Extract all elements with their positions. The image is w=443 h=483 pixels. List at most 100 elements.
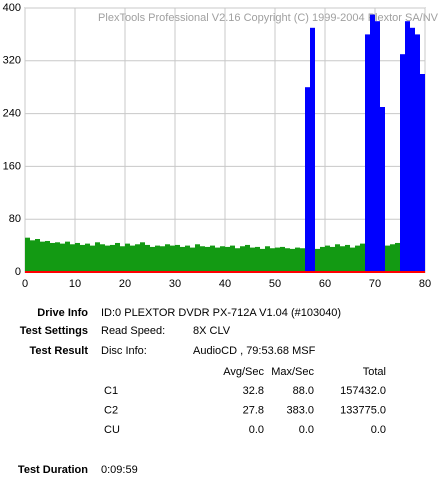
bar (275, 247, 280, 272)
label: Test Duration (18, 464, 88, 476)
bar (300, 248, 305, 272)
bar (375, 21, 380, 273)
row-label: CU (104, 424, 120, 436)
bar (390, 244, 395, 272)
y-tick-label: 320 (3, 55, 21, 67)
bar (400, 54, 405, 273)
value: AudioCD , 79:53.68 MSF (193, 345, 316, 357)
table-cell: 0.0 (371, 424, 386, 436)
bar (395, 242, 400, 272)
row-label: C1 (104, 385, 118, 397)
bar (150, 246, 155, 272)
bar (310, 27, 315, 272)
bar (260, 248, 265, 272)
bar (190, 247, 195, 272)
bar (370, 14, 375, 272)
x-tick-label: 40 (219, 278, 231, 290)
bar (295, 247, 300, 272)
bar (220, 246, 225, 272)
table-cell: 88.0 (293, 385, 314, 397)
bar (350, 247, 355, 272)
info: Drive Info ID:0 PLEXTOR DVDR PX-712A V1.… (18, 307, 341, 476)
bar (410, 27, 415, 272)
bar (335, 244, 340, 272)
chart-title: PlexTools Professional V2.16 Copyright (… (98, 12, 439, 24)
label: Test Settings (20, 325, 88, 337)
x-tick-label: 80 (419, 278, 431, 290)
bar (365, 34, 370, 273)
table-header: Max/Sec (271, 366, 314, 378)
bar (255, 246, 260, 272)
bar (140, 242, 145, 272)
y-tick-label: 80 (9, 213, 21, 225)
table-header: Total (363, 366, 386, 378)
table-header: Avg/Sec (223, 366, 264, 378)
bar (340, 246, 345, 272)
bar (60, 243, 65, 272)
label: Disc Info: (101, 345, 147, 357)
y-tick-label: 0 (15, 266, 21, 278)
bar (30, 240, 35, 272)
bar (100, 244, 105, 272)
table-cell: 0.0 (299, 424, 314, 436)
bar (355, 245, 360, 272)
bar (135, 244, 140, 272)
bar (55, 242, 60, 272)
y-tick-label: 240 (3, 108, 21, 120)
bar (90, 245, 95, 272)
bar (170, 245, 175, 272)
bar (165, 244, 170, 272)
bar (245, 244, 250, 272)
bar (120, 246, 125, 272)
bar (50, 242, 55, 272)
bar (250, 247, 255, 272)
bar (285, 248, 290, 272)
label: Drive Info (37, 307, 88, 319)
bar (45, 240, 50, 272)
y-tick-label: 160 (3, 160, 21, 172)
table-cell: 133775.0 (340, 404, 386, 416)
table-cell: 383.0 (286, 404, 314, 416)
bar (230, 245, 235, 272)
bar (405, 21, 410, 273)
bar (110, 244, 115, 272)
x-tick-label: 70 (369, 278, 381, 290)
bar (205, 246, 210, 272)
bar (265, 246, 270, 272)
bar (210, 245, 215, 272)
bar (320, 246, 325, 272)
bar (160, 246, 165, 272)
bar (185, 245, 190, 272)
bar (325, 245, 330, 272)
x-tick-label: 0 (22, 278, 28, 290)
bar (195, 244, 200, 272)
bar (35, 239, 40, 272)
bar (80, 244, 85, 272)
bar (125, 243, 130, 272)
x-tick-label: 20 (119, 278, 131, 290)
table-cell: 32.8 (243, 385, 264, 397)
bar (180, 246, 185, 272)
bar (105, 245, 110, 272)
bar (130, 245, 135, 272)
value: 0:09:59 (101, 464, 138, 476)
label: Test Result (30, 345, 89, 357)
label: Read Speed: (101, 325, 165, 337)
value: ID:0 PLEXTOR DVDR PX-712A V1.04 (#103040… (101, 307, 341, 319)
bar (155, 245, 160, 272)
table-cell: 0.0 (249, 424, 264, 436)
bar (380, 107, 385, 272)
bar (70, 244, 75, 272)
bar (25, 237, 30, 272)
x-tick-label: 60 (319, 278, 331, 290)
bar (360, 243, 365, 272)
bar (175, 244, 180, 272)
table-cell: 27.8 (243, 404, 264, 416)
bar (215, 247, 220, 272)
bar (420, 74, 425, 272)
bar (345, 244, 350, 272)
bar (385, 245, 390, 272)
bar (290, 248, 295, 272)
table-cell: 157432.0 (340, 385, 386, 397)
